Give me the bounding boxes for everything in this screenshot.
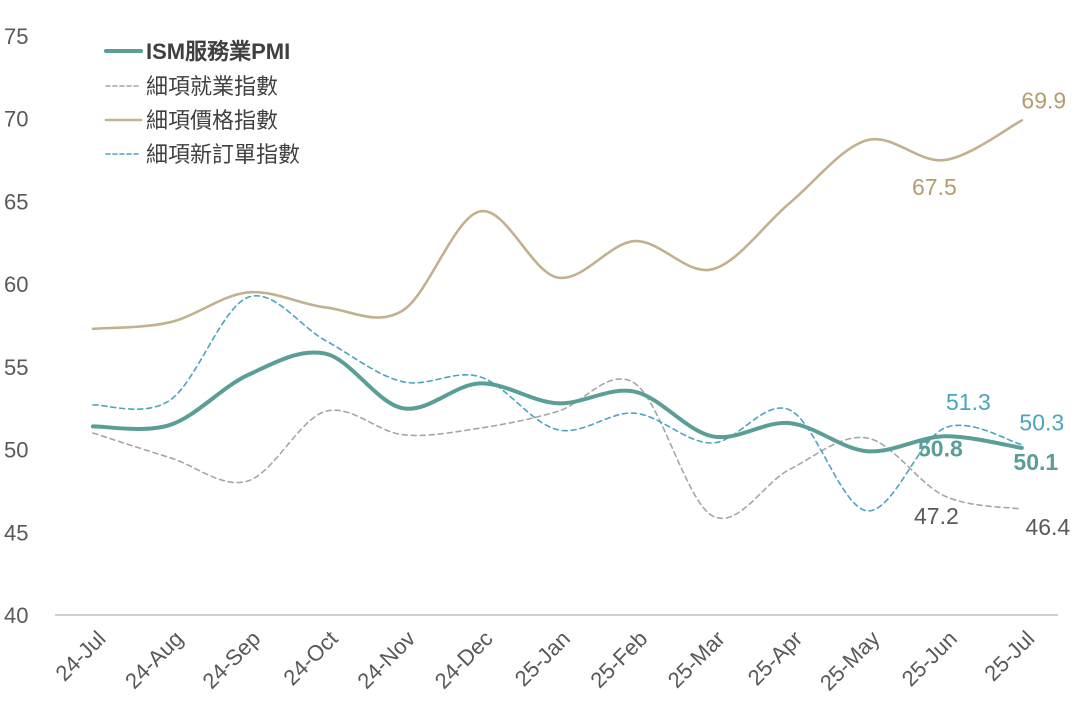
x-tick-label: 25-Mar [663, 626, 730, 693]
x-axis-ticks: 24-Jul 24-Aug 24-Sep 24-Oct 24-Nov 24-Dec 25-J… [50, 626, 1039, 696]
series-line [92, 295, 1023, 512]
y-tick-label: 65 [4, 189, 28, 214]
x-tick-label: 25-Apr [743, 626, 807, 690]
data-label: 51.3 [946, 389, 991, 415]
legend-label: ISM服務業PMI [146, 39, 290, 64]
y-axis-ticks: 40 45 50 55 60 65 70 75 [4, 24, 28, 628]
data-label: 69.9 [1021, 87, 1066, 113]
x-tick-label: 24-Aug [120, 626, 188, 694]
y-tick-label: 45 [4, 520, 28, 545]
x-tick-label: 24-Dec [430, 626, 498, 694]
x-tick-label: 24-Oct [278, 626, 342, 690]
y-tick-label: 75 [4, 24, 28, 49]
y-tick-label: 40 [4, 603, 28, 628]
data-labels: 50.8 50.1 47.2 46.4 67.5 69.9 51.3 50.3 [912, 87, 1070, 540]
y-tick-label: 50 [4, 438, 28, 463]
data-label: 50.3 [1019, 410, 1064, 436]
series-line [92, 378, 1023, 519]
x-tick-label: 25-Jul [979, 626, 1039, 686]
data-label: 67.5 [912, 174, 957, 200]
y-tick-label: 60 [4, 272, 28, 297]
series-lines [91, 119, 1024, 519]
x-tick-label: 25-Feb [585, 626, 652, 693]
x-tick-label: 24-Jul [50, 626, 110, 686]
data-label: 47.2 [914, 503, 959, 529]
legend-label: 細項價格指數 [146, 108, 278, 133]
y-tick-label: 70 [4, 107, 28, 132]
y-tick-label: 55 [4, 355, 28, 380]
legend-label: 細項就業指數 [146, 74, 278, 99]
x-tick-label: 25-May [815, 626, 885, 696]
series-line [91, 119, 1024, 331]
x-tick-label: 25-Jun [897, 626, 962, 691]
data-label: 50.1 [1013, 449, 1058, 475]
x-tick-label: 24-Nov [352, 626, 420, 694]
x-tick-label: 24-Sep [197, 626, 265, 694]
x-tick-label: 25-Jan [510, 626, 575, 691]
data-label: 46.4 [1025, 514, 1070, 540]
series-line [91, 350, 1024, 454]
legend-label: 細項新訂單指數 [146, 142, 300, 167]
data-label: 50.8 [918, 435, 963, 461]
